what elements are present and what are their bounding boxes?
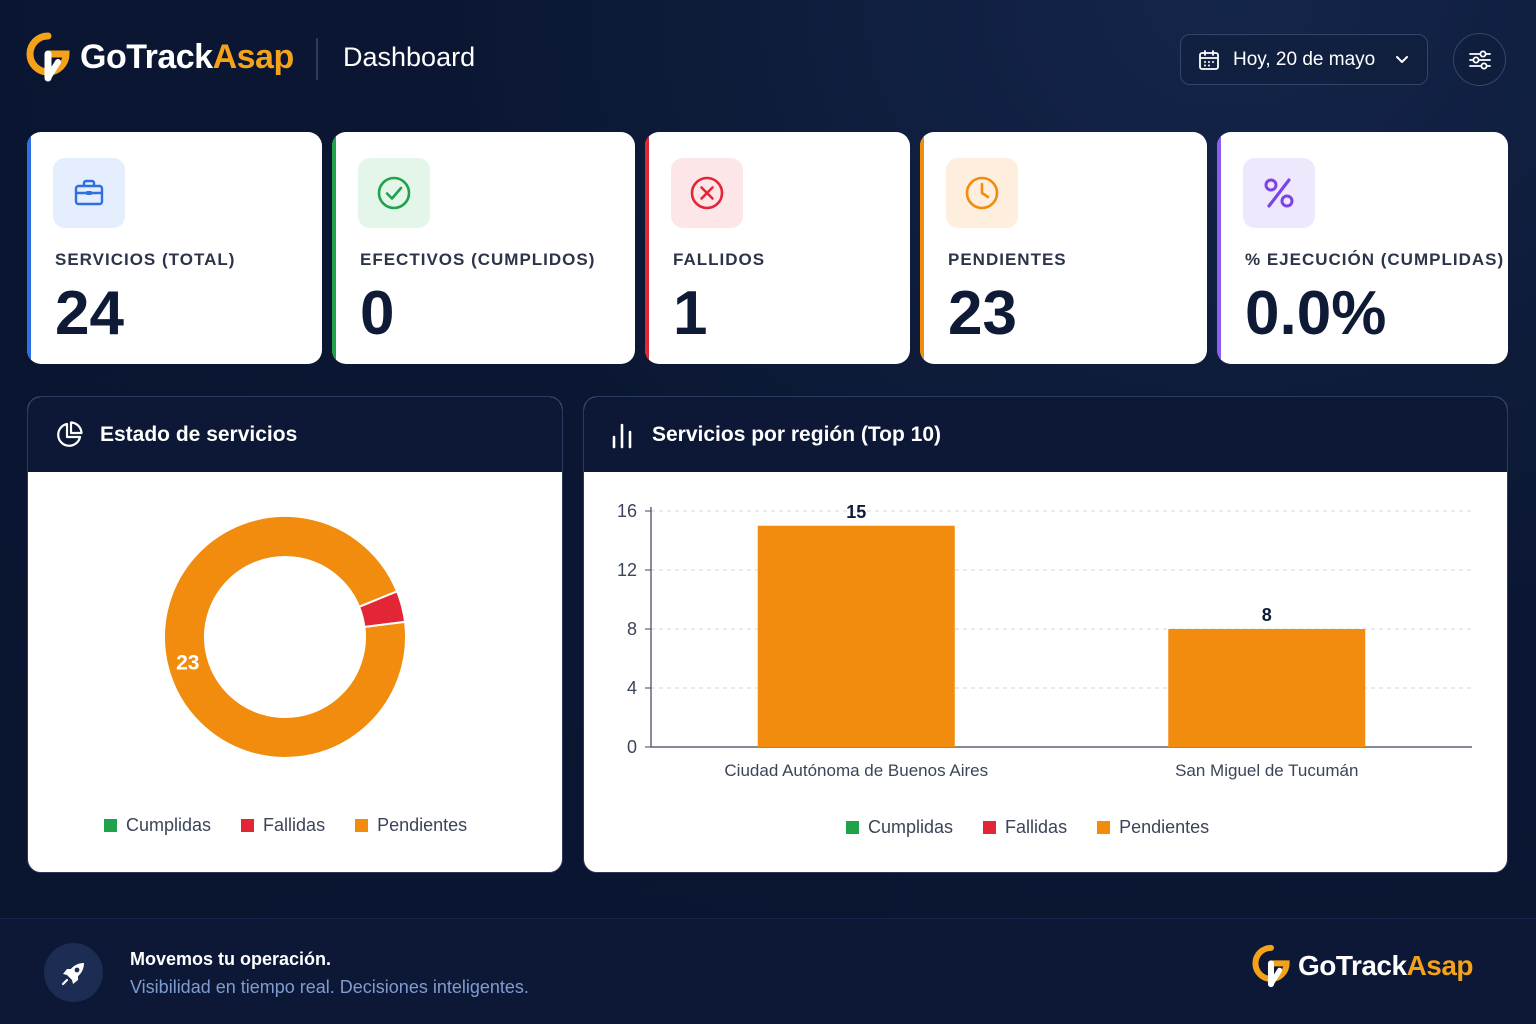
sliders-icon <box>1468 50 1491 69</box>
filters-button[interactable] <box>1453 33 1506 86</box>
y-tick-label: 12 <box>617 560 637 580</box>
region-legend: Cumplidas Fallidas Pendientes <box>846 817 1239 838</box>
date-picker[interactable]: Hoy, 20 de mayo <box>1180 34 1428 85</box>
bar-chart: 0 4 8 12 16 15 Ciudad Autónoma de Buenos Aires… <box>617 501 1472 780</box>
bar-pendientes[interactable] <box>757 525 955 747</box>
kpi-accent-bar <box>920 132 924 364</box>
legend-item-fallidas[interactable]: Fallidas <box>983 817 1067 838</box>
kpi-label: SERVICIOS (TOTAL) <box>55 250 236 269</box>
footer-title: Movemos tu operación. <box>130 949 332 969</box>
footer-brand-part1: GoTrack <box>1298 950 1407 981</box>
legend-item-pendientes[interactable]: Pendientes <box>1097 817 1209 838</box>
clock-icon <box>965 176 999 210</box>
rocket-icon <box>61 962 84 985</box>
bar-data-label: 8 <box>1262 605 1272 625</box>
x-circle-icon <box>690 176 724 210</box>
legend-label: Cumplidas <box>868 817 954 837</box>
kpi-icon-box <box>946 158 1018 228</box>
footer-brand-part2: Asap <box>1406 950 1474 981</box>
brand-name-part2: Asap <box>212 37 295 76</box>
footer: Movemos tu operación. Visibilidad en tie… <box>0 918 1536 1024</box>
kpi-label: PENDIENTES <box>948 250 1067 269</box>
bar-pendientes[interactable] <box>1168 629 1366 747</box>
brand-logo[interactable]: GoTrackAsap <box>26 32 294 82</box>
kpi-label: EFECTIVOS (CUMPLIDOS) <box>360 250 596 269</box>
footer-subtitle: Visibilidad en tiempo real. Decisiones i… <box>130 977 529 997</box>
y-tick-label: 8 <box>627 619 637 639</box>
calendar-icon <box>1199 49 1219 70</box>
legend-label: Fallidas <box>263 815 326 835</box>
region-panel: Servicios por región (Top 10) 0 4 8 12 16 15 C… <box>583 396 1508 873</box>
status-panel: Estado de servicios 23 Cumplidas Fallida… <box>27 396 563 873</box>
kpi-value: 24 <box>55 279 124 348</box>
kpi-icon-box <box>1243 158 1315 228</box>
y-tick-label: 4 <box>627 678 637 698</box>
legend-label: Cumplidas <box>126 815 212 835</box>
donut-data-label: 23 <box>176 652 199 675</box>
donut-chart: 23 <box>163 515 407 759</box>
header-divider <box>316 38 318 80</box>
pie-chart-icon <box>57 420 83 447</box>
kpi-icon-box <box>53 158 125 228</box>
legend-swatch <box>983 821 997 834</box>
legend-item-cumplidas[interactable]: Cumplidas <box>846 817 953 838</box>
page-title: Dashboard <box>343 42 476 72</box>
legend-label: Pendientes <box>377 815 468 835</box>
legend-swatch <box>846 821 859 834</box>
brand-name: GoTrackAsap <box>80 38 294 77</box>
y-tick-label: 16 <box>617 501 637 521</box>
gotrack-logo-icon <box>1252 944 1290 988</box>
status-panel-header: Estado de servicios <box>28 397 562 472</box>
legend-swatch <box>355 819 369 832</box>
gotrack-logo-icon <box>26 32 70 82</box>
legend-item-pendientes[interactable]: Pendientes <box>355 815 467 836</box>
legend-swatch <box>241 819 255 832</box>
kpi-card-servicios-total: SERVICIOS (TOTAL) 24 <box>27 132 322 364</box>
kpi-value: 1 <box>673 279 708 348</box>
legend-swatch <box>104 819 117 832</box>
check-circle-icon <box>377 176 411 210</box>
briefcase-icon <box>74 179 104 206</box>
kpi-card-fallidos: FALLIDOS 1 <box>645 132 910 364</box>
kpi-card-pendientes: PENDIENTES 23 <box>920 132 1207 364</box>
donut-slice-pendientes[interactable] <box>163 515 407 759</box>
legend-item-cumplidas[interactable]: Cumplidas <box>104 815 211 836</box>
kpi-accent-bar <box>1217 132 1221 364</box>
status-legend: Cumplidas Fallidas Pendientes <box>104 815 497 836</box>
y-tick-label: 0 <box>627 737 637 757</box>
kpi-card-efectivos: EFECTIVOS (CUMPLIDOS) 0 <box>332 132 635 364</box>
kpi-icon-box <box>358 158 430 228</box>
kpi-card-ejecucion: % EJECUCIÓN (CUMPLIDAS) 0.0% <box>1217 132 1508 364</box>
kpi-value: 23 <box>948 279 1017 348</box>
kpi-label: % EJECUCIÓN (CUMPLIDAS) <box>1245 250 1505 269</box>
legend-item-fallidas[interactable]: Fallidas <box>241 815 325 836</box>
kpi-value: 0 <box>360 279 395 348</box>
brand-name-part1: GoTrack <box>80 37 213 76</box>
kpi-accent-bar <box>27 132 31 364</box>
percent-icon <box>1264 178 1294 208</box>
bar-chart-icon <box>612 423 632 448</box>
bar-data-label: 15 <box>846 502 866 522</box>
footer-brand-logo: GoTrackAsap <box>1252 944 1474 988</box>
kpi-icon-box <box>671 158 743 228</box>
date-picker-label: Hoy, 20 de mayo <box>1233 48 1376 70</box>
chevron-down-icon <box>1396 56 1408 63</box>
region-panel-header: Servicios por región (Top 10) <box>584 397 1507 472</box>
kpi-accent-bar <box>645 132 649 364</box>
legend-label: Fallidas <box>1005 817 1068 837</box>
region-panel-title: Servicios por región (Top 10) <box>652 422 941 446</box>
status-panel-title: Estado de servicios <box>100 422 298 446</box>
x-tick-label: Ciudad Autónoma de Buenos Aires <box>724 761 988 780</box>
header: GoTrackAsap Dashboard Hoy, 20 de mayo <box>0 0 1536 118</box>
footer-brand-name: GoTrackAsap <box>1298 950 1474 982</box>
kpi-value: 0.0% <box>1245 279 1387 348</box>
rocket-badge <box>44 943 103 1002</box>
x-tick-label: San Miguel de Tucumán <box>1175 761 1358 780</box>
legend-label: Pendientes <box>1119 817 1210 837</box>
kpi-accent-bar <box>332 132 336 364</box>
legend-swatch <box>1097 821 1111 834</box>
kpi-label: FALLIDOS <box>673 250 766 269</box>
